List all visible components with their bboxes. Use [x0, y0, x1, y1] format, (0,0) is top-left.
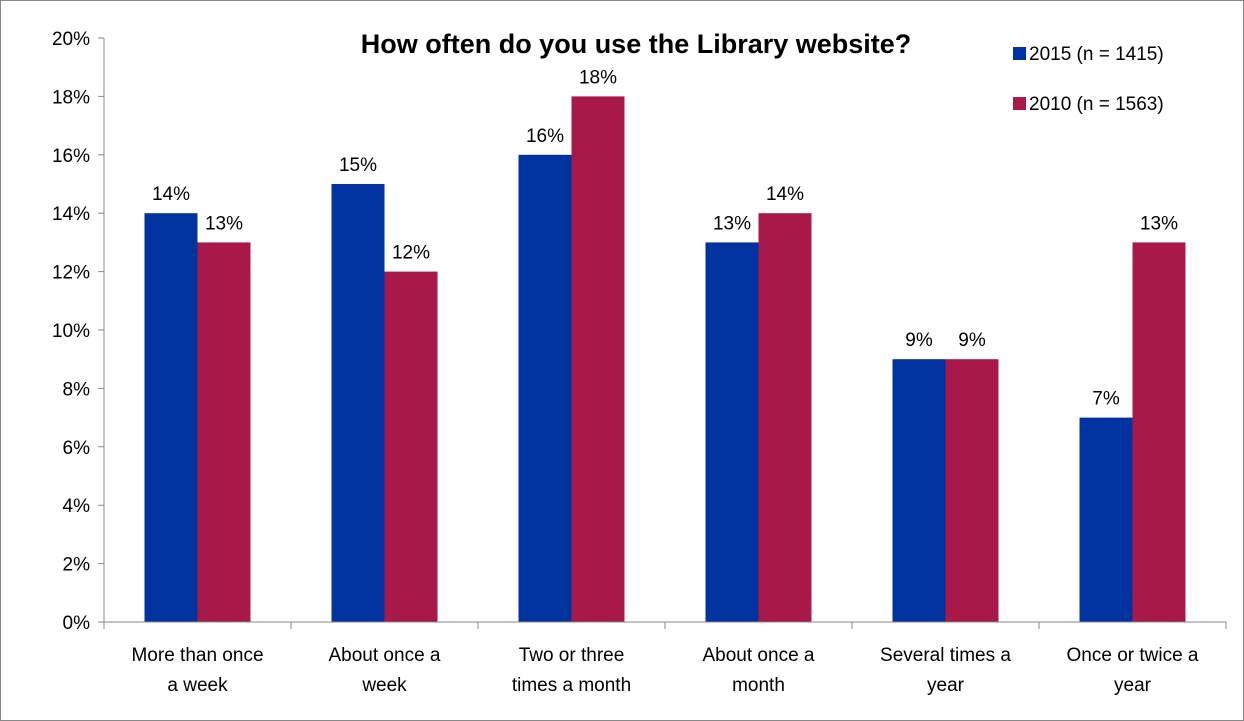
data-label: 12%	[392, 243, 430, 264]
x-category-label: Two or three	[519, 645, 625, 666]
y-tick-label: 8%	[63, 379, 91, 400]
data-label: 13%	[1140, 213, 1178, 234]
bar-series-1	[1079, 417, 1133, 622]
x-category-label: week	[361, 675, 407, 696]
x-category-label: year	[1114, 675, 1152, 696]
data-label: 14%	[766, 184, 804, 205]
x-category-label: times a month	[512, 675, 631, 696]
data-label: 9%	[905, 330, 933, 351]
bar-series-2	[1132, 242, 1186, 622]
chart-title: How often do you use the Library website…	[361, 29, 912, 59]
x-category-label: a week	[167, 675, 228, 696]
y-tick-label: 18%	[52, 87, 90, 108]
bar-series-2	[384, 271, 438, 622]
data-label: 14%	[152, 184, 190, 205]
x-category-label: About once a	[329, 645, 441, 666]
bar-series-1	[705, 242, 759, 622]
legend-label: 2010 (n = 1563)	[1029, 94, 1164, 115]
bar-series-1	[892, 359, 946, 622]
bar-series-1	[518, 154, 572, 623]
x-category-label: Several times a	[880, 645, 1011, 666]
data-label: 18%	[579, 67, 617, 88]
x-category-label: More than once	[131, 645, 263, 666]
y-tick-label: 2%	[63, 555, 91, 576]
x-category-label: year	[927, 675, 965, 696]
x-category-label: About once a	[703, 645, 815, 666]
legend-swatch	[1013, 47, 1026, 60]
bar-series-2	[758, 213, 812, 622]
y-tick-label: 6%	[63, 438, 91, 459]
y-tick-label: 14%	[52, 204, 90, 225]
data-label: 15%	[339, 155, 377, 176]
y-tick-label: 0%	[63, 613, 91, 634]
x-category-label: month	[732, 675, 785, 696]
legend-label: 2015 (n = 1415)	[1029, 44, 1164, 65]
bar-series-1	[331, 184, 385, 622]
data-label: 9%	[958, 330, 986, 351]
bar-series-1	[144, 213, 198, 622]
bar-series-2	[945, 359, 999, 622]
bar-series-2	[197, 242, 251, 622]
data-label: 13%	[713, 213, 751, 234]
legend-swatch	[1013, 97, 1026, 110]
data-label: 13%	[205, 213, 243, 234]
bar-series-2	[571, 96, 625, 622]
y-tick-label: 4%	[63, 496, 91, 517]
data-label: 16%	[526, 126, 564, 147]
y-tick-label: 16%	[52, 146, 90, 167]
y-tick-label: 20%	[52, 29, 90, 50]
x-category-label: Once or twice a	[1067, 645, 1199, 666]
y-tick-label: 12%	[52, 263, 90, 284]
y-tick-label: 10%	[52, 321, 90, 342]
data-label: 7%	[1092, 389, 1120, 410]
